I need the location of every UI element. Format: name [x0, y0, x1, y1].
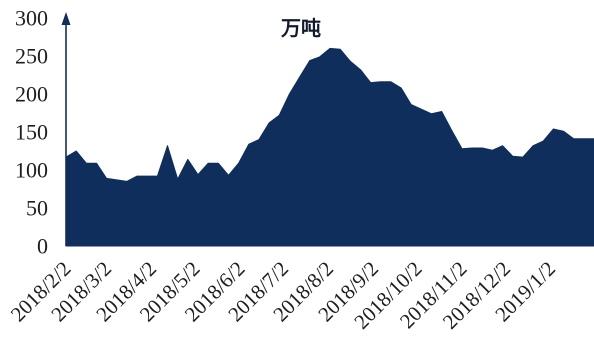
data-point: [116, 179, 118, 181]
data-point: [146, 175, 148, 177]
data-point: [96, 162, 98, 164]
data-point: [258, 139, 260, 141]
y-axis-arrow-icon: [61, 12, 71, 25]
y-tick-label: 50: [26, 196, 48, 221]
y-tick-label: 150: [15, 120, 48, 145]
data-point: [187, 158, 189, 160]
data-point: [492, 149, 494, 151]
y-tick-label: 250: [15, 44, 48, 69]
data-point: [370, 82, 372, 84]
y-tick-label: 200: [15, 82, 48, 107]
data-point: [319, 56, 321, 58]
data-point: [522, 156, 524, 158]
area-series: [65, 47, 594, 247]
data-point: [85, 162, 87, 164]
data-point: [106, 177, 108, 179]
data-point: [390, 81, 392, 83]
data-point: [278, 114, 280, 116]
data-point: [441, 111, 443, 113]
data-point: [563, 130, 565, 132]
data-point: [573, 138, 575, 140]
data-point: [512, 155, 514, 157]
y-tick-label: 300: [15, 6, 48, 31]
data-point: [461, 148, 463, 150]
data-point: [217, 162, 219, 164]
data-point: [309, 60, 311, 62]
data-point: [420, 108, 422, 110]
data-point: [156, 175, 158, 177]
data-point: [542, 140, 544, 142]
data-point: [481, 147, 483, 149]
y-tick-label: 0: [37, 234, 48, 259]
data-point: [339, 48, 341, 50]
data-point: [431, 113, 433, 115]
data-point: [136, 175, 138, 177]
data-point: [197, 174, 199, 176]
data-point: [400, 87, 402, 89]
data-point: [126, 180, 128, 182]
data-point: [380, 81, 382, 83]
data-point: [288, 93, 290, 95]
x-axis-tick-labels: 2018/2/22018/3/22018/4/22018/5/22018/6/2…: [6, 257, 560, 334]
data-point: [75, 150, 77, 152]
series-layer: [65, 47, 594, 247]
data-point: [502, 145, 504, 147]
data-point: [349, 60, 351, 62]
data-point: [177, 178, 179, 180]
y-axis: 0 50 100 150 200 250 300: [15, 6, 71, 259]
y-tick-label: 100: [15, 158, 48, 183]
data-point: [228, 174, 230, 176]
y-tick-labels: 0 50 100 150 200 250 300: [15, 6, 48, 259]
data-point: [238, 162, 240, 164]
data-point: [532, 145, 534, 147]
data-point: [329, 47, 331, 49]
data-point: [583, 138, 585, 140]
data-point: [471, 147, 473, 149]
data-point: [451, 130, 453, 132]
data-point: [167, 145, 169, 147]
data-point: [268, 122, 270, 124]
data-point: [360, 69, 362, 71]
y-axis-unit-label: 万吨: [280, 16, 321, 40]
data-point: [248, 143, 250, 145]
data-point: [552, 128, 554, 130]
data-point: [299, 76, 301, 78]
data-point: [207, 162, 209, 164]
data-point: [410, 104, 412, 106]
